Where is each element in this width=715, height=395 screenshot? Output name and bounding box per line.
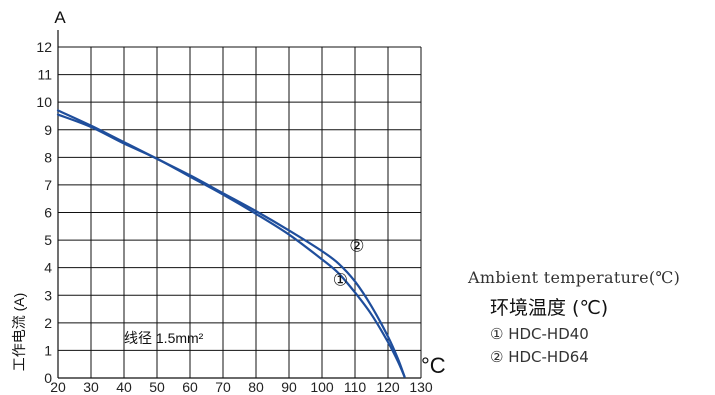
y-tick-label-1: 1: [44, 342, 52, 358]
wire-gauge-annotation: 线径 1.5mm²: [124, 330, 204, 346]
x-tick-label-100: 100: [310, 379, 334, 395]
y-tick-label-7: 7: [44, 177, 52, 193]
x-tick-label-90: 90: [281, 379, 297, 395]
y-tick-label-8: 8: [44, 149, 52, 165]
series-line-2: [56, 109, 406, 378]
y-tick-label-5: 5: [44, 232, 52, 248]
y-tick-label-12: 12: [36, 39, 52, 55]
y-tick-label-3: 3: [44, 287, 52, 303]
legend: Ambient temperature(℃) 环境温度 (℃) ① HDC-HD…: [468, 268, 680, 366]
x-tick-label-20: 20: [50, 379, 66, 395]
y-tick-label-2: 2: [44, 315, 52, 331]
x-tick-label-130: 130: [409, 379, 433, 395]
y-tick-label-6: 6: [44, 205, 52, 221]
x-tick-label-110: 110: [344, 379, 367, 395]
x-tick-label-50: 50: [149, 379, 165, 395]
y-tick-label-4: 4: [44, 260, 52, 276]
y-tick-label-9: 9: [44, 122, 52, 138]
x-tick-label-30: 30: [83, 379, 99, 395]
x-tick-label-40: 40: [116, 379, 132, 395]
curve-label-2: ②: [349, 236, 364, 255]
x-unit-label: °C: [421, 353, 446, 378]
y-tick-label-0: 0: [44, 370, 52, 386]
x-tick-label-70: 70: [215, 379, 231, 395]
legend-title-zh: 环境温度 (℃): [490, 297, 609, 319]
y-unit-label: A: [54, 8, 66, 27]
x-tick-label-120: 120: [376, 379, 400, 395]
legend-item-1: ① HDC-HD40: [490, 325, 589, 343]
grid: [57, 30, 422, 379]
y-tick-label-11: 11: [37, 67, 52, 83]
legend-item-2: ② HDC-HD64: [490, 348, 589, 366]
curve-labels: ①②: [333, 236, 365, 289]
x-tick-label-80: 80: [248, 379, 264, 395]
curve-label-1: ①: [333, 271, 348, 290]
legend-title-en: Ambient temperature(℃): [468, 268, 681, 287]
y-axis-title: 工作电流 (A): [11, 293, 27, 372]
series-lines: [56, 109, 406, 378]
y-tick-label-10: 10: [36, 94, 52, 110]
x-tick-label-60: 60: [182, 379, 198, 395]
